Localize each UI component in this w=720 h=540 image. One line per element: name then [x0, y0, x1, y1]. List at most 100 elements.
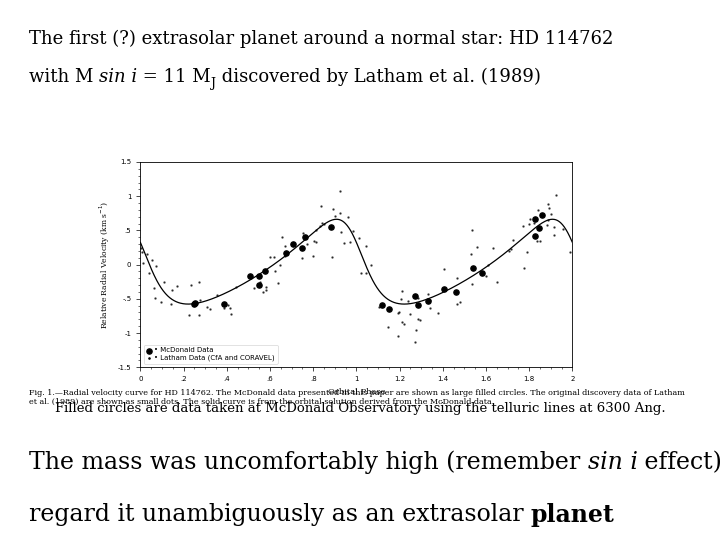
Point [413, 293, 424, 302]
Point [301, 240, 312, 248]
Point [451, 274, 463, 282]
Point [412, 300, 423, 309]
Point [503, 247, 515, 255]
Text: The mass was uncomfortably high (remember: The mass was uncomfortably high (remembe… [29, 451, 588, 475]
Point [326, 253, 338, 262]
Point [259, 267, 271, 275]
Point [269, 253, 280, 262]
Point [467, 264, 479, 273]
Point [438, 265, 450, 273]
Point [184, 310, 195, 319]
Point [310, 226, 322, 234]
Point [338, 239, 350, 247]
Point [373, 302, 384, 311]
Text: discovered by Latham et al. (1989): discovered by Latham et al. (1989) [216, 68, 541, 86]
Point [471, 242, 482, 251]
Point [276, 232, 288, 241]
Point [158, 278, 170, 286]
Point [156, 298, 167, 306]
Point [424, 296, 436, 305]
Point [551, 190, 562, 199]
Point [534, 237, 546, 245]
Point [287, 240, 299, 248]
Point [536, 211, 548, 220]
Text: sin i: sin i [588, 451, 637, 474]
Point [517, 222, 528, 231]
Point [412, 315, 423, 323]
Point [422, 296, 433, 305]
Point [307, 252, 319, 261]
Point [397, 318, 408, 326]
Point [315, 222, 326, 231]
Point [454, 298, 466, 307]
Point [136, 247, 148, 256]
Point [532, 205, 544, 214]
Point [330, 211, 341, 220]
Point [230, 283, 242, 292]
Point [194, 295, 205, 304]
Point [365, 261, 377, 269]
Point [451, 287, 462, 296]
Point [318, 220, 329, 228]
Point [432, 308, 444, 317]
Point [361, 241, 372, 250]
Point [523, 220, 535, 228]
Point [316, 219, 328, 228]
Point [165, 300, 176, 309]
Point [219, 303, 230, 312]
Point [244, 272, 256, 281]
Point [480, 272, 492, 280]
Point [392, 309, 403, 318]
Point [395, 295, 407, 303]
Point [425, 303, 436, 312]
Point [507, 236, 518, 245]
Point [543, 215, 554, 224]
Point [409, 292, 420, 301]
Point [327, 205, 338, 213]
Point [336, 227, 347, 236]
Point [296, 244, 307, 252]
Point [354, 234, 365, 242]
Point [505, 245, 516, 253]
Point [392, 332, 403, 340]
Point [487, 244, 499, 252]
Point [377, 301, 388, 309]
Point [254, 278, 266, 287]
Point [466, 279, 477, 288]
Text: Filled circles are data taken at McDonald Observatory using the telluric lines a: Filled circles are data taken at McDonal… [55, 402, 665, 415]
Text: = 11 M: = 11 M [137, 68, 211, 85]
Point [564, 248, 576, 257]
Point [300, 233, 311, 241]
Point [189, 299, 201, 307]
Point [394, 308, 405, 316]
Point [193, 278, 204, 287]
Point [438, 284, 449, 293]
Point [218, 300, 230, 309]
Point [476, 269, 487, 278]
Point [201, 302, 212, 311]
Point [451, 300, 463, 308]
Point [264, 253, 276, 261]
Point [529, 232, 541, 240]
Text: with M: with M [29, 68, 99, 85]
Point [334, 209, 346, 218]
Point [410, 338, 421, 347]
Text: Fig. 1.—Radial velocity curve for HD 114762. The McDonald data presented in this: Fig. 1.—Radial velocity curve for HD 114… [29, 389, 685, 406]
Point [149, 294, 161, 303]
Point [274, 261, 286, 270]
Point [348, 227, 359, 236]
Point [171, 281, 183, 290]
Point [225, 310, 237, 319]
Point [541, 220, 553, 229]
Point [150, 261, 161, 270]
Point [360, 269, 372, 278]
Point [193, 310, 204, 319]
Point [557, 225, 569, 233]
Point [356, 268, 367, 277]
Point [384, 305, 395, 313]
Point [402, 296, 414, 305]
Point [415, 316, 426, 325]
Point [185, 281, 197, 290]
Text: effect) to: effect) to [637, 451, 720, 474]
Point [141, 249, 153, 258]
